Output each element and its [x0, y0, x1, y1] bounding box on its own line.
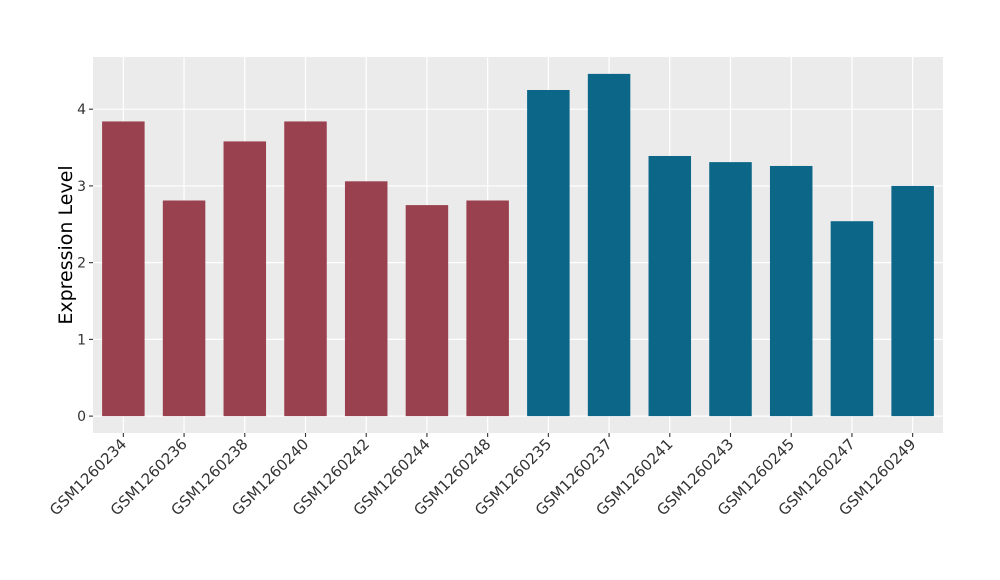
bar [709, 162, 752, 417]
bar [405, 205, 449, 417]
bar [466, 200, 509, 417]
y-tick-label: 4 [77, 102, 86, 118]
y-tick-label: 0 [77, 409, 86, 425]
bar [769, 165, 813, 417]
bar [284, 121, 327, 417]
bar [102, 121, 145, 417]
bar [587, 73, 631, 417]
y-tick-label: 3 [77, 179, 86, 195]
bar [223, 141, 267, 417]
bar [527, 89, 570, 417]
panel [93, 57, 943, 433]
y-tick-label: 2 [77, 256, 86, 272]
bar [162, 200, 206, 417]
bar [344, 181, 388, 417]
bar [648, 155, 692, 417]
bar [830, 221, 874, 417]
y-tick-label: 1 [77, 332, 86, 348]
y-axis-label: Expression Level [55, 165, 77, 324]
bar [891, 185, 934, 417]
